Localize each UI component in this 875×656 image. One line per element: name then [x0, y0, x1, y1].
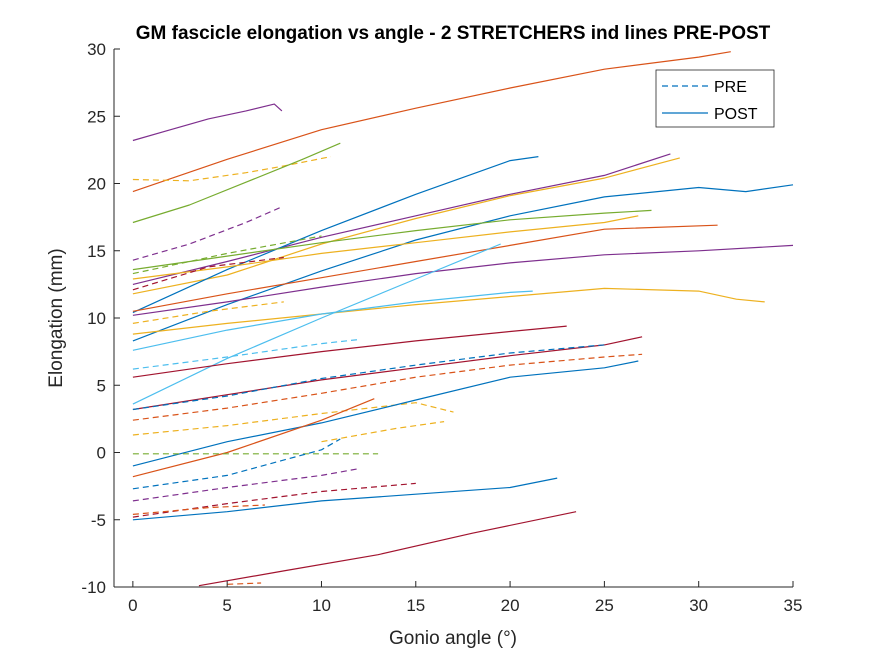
series-line-4 [132, 142, 341, 224]
series-line-30 [321, 421, 445, 443]
series-line-34 [132, 477, 558, 521]
x-tick-label: 25 [595, 596, 614, 615]
series-line-32 [132, 482, 416, 518]
y-tick-label: 25 [87, 107, 106, 126]
axes-layer: 0 5 10 15 20 25 30 35 -10 -5 0 5 10 15 20 25 30 [81, 40, 802, 615]
series-line-22 [132, 336, 643, 411]
series-line-12 [132, 224, 718, 312]
series-line-13 [132, 244, 794, 316]
x-tick-label: 15 [406, 596, 425, 615]
series-line-15 [132, 290, 533, 351]
plot-area [114, 49, 793, 587]
series-line-2 [132, 103, 283, 142]
series-line-7 [132, 157, 680, 295]
series-line-6 [132, 153, 671, 285]
x-tick-label: 20 [501, 596, 520, 615]
series-line-8 [132, 156, 539, 314]
chart-title: GM fascicle elongation vs angle - 2 STRE… [136, 23, 771, 44]
y-tick-label: 0 [97, 444, 106, 463]
x-tick-label: 35 [784, 596, 803, 615]
series-line-35 [198, 511, 577, 587]
series-line-25 [132, 402, 454, 436]
series-line-31 [132, 468, 360, 502]
legend-box [655, 69, 775, 128]
series-line-3 [132, 156, 332, 182]
series-line-14 [132, 287, 765, 335]
series-line-26 [132, 360, 639, 467]
series-layer [132, 51, 794, 587]
x-tick-label: 0 [128, 596, 137, 615]
series-line-33 [132, 504, 265, 515]
series-line-19 [132, 301, 284, 324]
series-line-9 [132, 184, 794, 342]
x-tick-label: 5 [222, 596, 231, 615]
y-tick-label: 30 [87, 40, 106, 59]
x-axis-label: Gonio angle (°) [389, 628, 517, 649]
legend-label-pre: PRE [714, 79, 747, 96]
y-tick-label: 20 [87, 175, 106, 194]
y-tick-label: -10 [81, 578, 106, 597]
legend-label-post: POST [714, 106, 758, 123]
y-axis-label: Elongation (mm) [46, 248, 67, 387]
series-line-16 [132, 243, 501, 405]
series-line-11 [132, 215, 639, 280]
y-tick-label: -5 [91, 511, 106, 530]
x-tick-label: 10 [312, 596, 331, 615]
series-line-24 [132, 353, 643, 421]
series-line-10 [132, 209, 652, 271]
series-line-17 [132, 235, 322, 275]
series-line-29 [132, 438, 341, 490]
x-tick-label: 30 [689, 596, 708, 615]
series-line-21 [132, 325, 567, 378]
y-tick-label: 10 [87, 309, 106, 328]
legend: PRE POST [655, 69, 775, 128]
series-line-20 [132, 338, 360, 370]
y-tick-label: 15 [87, 242, 106, 261]
y-tick-label: 5 [97, 376, 106, 395]
series-line-36 [227, 582, 262, 585]
series-line-27 [132, 398, 375, 478]
series-line-1 [132, 51, 731, 193]
